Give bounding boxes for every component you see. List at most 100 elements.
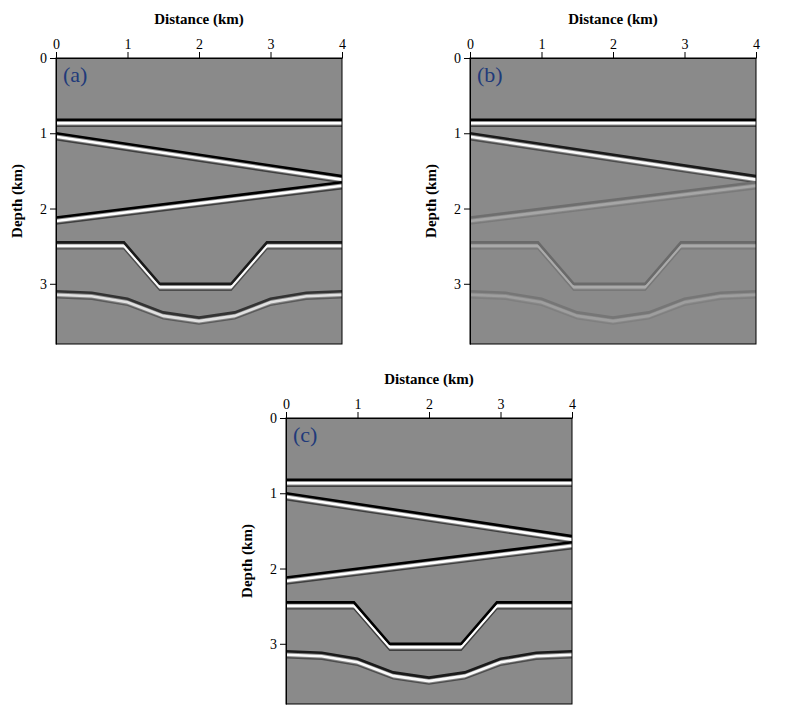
tick: 0 <box>454 51 470 66</box>
wavelet-lobe <box>56 298 342 324</box>
wavelet-lobe <box>56 186 342 221</box>
tick-label: 0 <box>53 37 60 52</box>
reflectors <box>56 120 342 324</box>
tick-label: 2 <box>270 562 277 577</box>
tick: 1 <box>270 486 286 501</box>
tick-mark <box>542 52 543 58</box>
tick-mark <box>464 284 470 285</box>
reflector-line <box>56 118 342 121</box>
tick: 3 <box>268 37 275 58</box>
reflector <box>470 133 756 182</box>
reflector <box>56 291 342 324</box>
reflector <box>56 120 342 127</box>
tick-mark <box>358 412 359 418</box>
tick: 0 <box>467 37 474 58</box>
panel: 012340123Distance (km)Depth (km)(a) <box>9 11 346 345</box>
reflector-line <box>56 133 342 176</box>
tick-label: 4 <box>569 397 576 412</box>
tick-label: 3 <box>682 37 689 52</box>
wavelet-lobe <box>56 137 342 180</box>
wavelet-lobe <box>470 246 756 287</box>
tick-label: 2 <box>610 37 617 52</box>
tick-mark <box>429 412 430 418</box>
reflector-line <box>56 242 342 283</box>
wavelet-lobe <box>56 122 342 125</box>
y-axis: 0 1 2 3 <box>270 411 287 705</box>
wavelet-lobe <box>286 486 572 487</box>
tick: 1 <box>40 126 56 141</box>
tick-label: 2 <box>426 397 433 412</box>
reflector-line <box>56 182 342 217</box>
tick-mark <box>128 52 129 58</box>
frame <box>56 58 342 344</box>
tick: 3 <box>498 397 505 418</box>
tick-label: 1 <box>125 37 132 52</box>
tick: 0 <box>53 37 60 58</box>
reflector <box>470 120 756 127</box>
x-axis: 0 1 2 3 4 <box>283 397 576 419</box>
wavelet-lobe <box>470 298 756 324</box>
tick-mark <box>501 412 502 418</box>
reflector-line <box>56 291 342 317</box>
wavelet-lobe <box>470 122 756 125</box>
plot-background <box>470 58 756 344</box>
axis-line <box>57 58 343 59</box>
tick: 0 <box>283 397 290 418</box>
tick-label: 0 <box>283 397 290 412</box>
tick: 2 <box>454 202 470 217</box>
tick-label: 0 <box>467 37 474 52</box>
y-axis-title: Depth (km) <box>423 164 440 238</box>
tick-mark <box>50 284 56 285</box>
reflector <box>470 291 756 324</box>
tick-mark <box>271 52 272 58</box>
wavelet-lobe <box>56 126 342 127</box>
tick-mark <box>685 52 686 58</box>
reflector <box>56 182 342 224</box>
tick-label: 2 <box>454 202 461 217</box>
plot-background <box>286 418 572 704</box>
reflectors <box>286 480 572 684</box>
x-axis-title: Distance (km) <box>568 11 658 28</box>
tick-label: 3 <box>40 277 47 292</box>
tick: 3 <box>270 637 286 652</box>
tick-mark <box>464 58 470 59</box>
wavelet-lobe <box>286 606 572 647</box>
axis-line <box>471 58 757 59</box>
wavelet-lobe <box>470 126 756 127</box>
wavelet-lobe <box>286 497 572 540</box>
tick: 1 <box>355 397 362 418</box>
reflector <box>470 182 756 224</box>
tick-label: 1 <box>454 126 461 141</box>
reflector <box>286 493 572 542</box>
tick: 1 <box>454 126 470 141</box>
axis-line <box>286 419 287 705</box>
tick: 4 <box>569 397 576 418</box>
reflector-line <box>470 133 756 176</box>
axis-line <box>56 59 57 345</box>
tick-mark <box>756 52 757 58</box>
x-axis: 01234 <box>467 37 760 59</box>
tick-label: 1 <box>270 486 277 501</box>
y-axis: 0123 <box>454 51 471 345</box>
figure: 012340123Distance (km)Depth (km)(a)01234… <box>0 0 787 717</box>
tick-mark <box>280 644 286 645</box>
tick: 3 <box>40 277 56 292</box>
panel-label: (b) <box>477 62 503 87</box>
panel-label: (a) <box>63 62 87 87</box>
x-axis-title: Distance (km) <box>154 11 244 28</box>
tick-label: 2 <box>196 37 203 52</box>
axis-line <box>287 418 573 419</box>
wavelet-lobe <box>470 189 756 224</box>
tick-mark <box>199 52 200 58</box>
wavelet-lobe <box>286 546 572 581</box>
tick: 3 <box>682 37 689 58</box>
frame <box>286 418 572 704</box>
reflector-line <box>286 542 572 577</box>
tick-mark <box>613 52 614 58</box>
wavelet-lobe <box>470 137 756 180</box>
tick-label: 0 <box>40 51 47 66</box>
tick: 0 <box>270 411 286 426</box>
tick-label: 3 <box>270 637 277 652</box>
tick-mark <box>286 412 287 418</box>
tick-mark <box>280 569 286 570</box>
